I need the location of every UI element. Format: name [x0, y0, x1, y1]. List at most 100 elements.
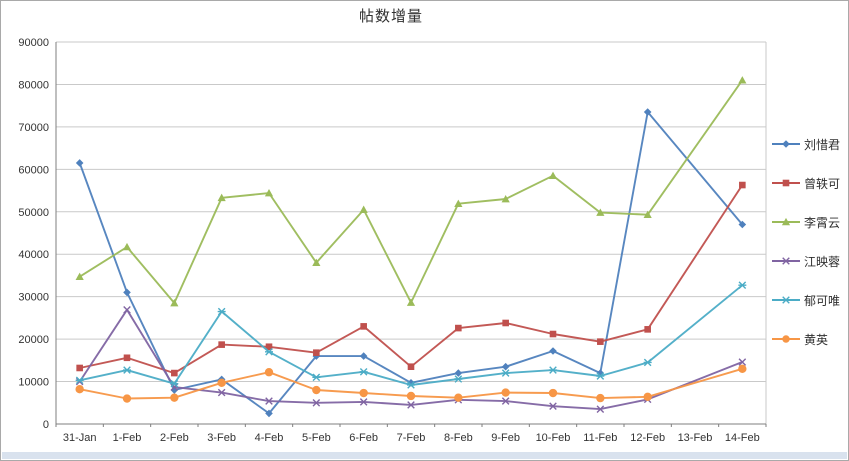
series-5-point: [501, 369, 510, 377]
x-axis-label: 11-Feb: [583, 432, 617, 444]
series-5-point: [312, 373, 321, 382]
series-3-point: [454, 199, 463, 208]
series-3-point: [359, 205, 368, 213]
y-axis-label: 50000: [18, 207, 49, 219]
series-5-point: [217, 307, 226, 316]
bottom-strip: [2, 452, 847, 459]
series-3-point: [312, 258, 321, 267]
series-line-6: [78, 367, 744, 400]
series-1-point: [738, 220, 747, 229]
series-2-point: [549, 330, 557, 338]
x-axis-label: 9-Feb: [491, 432, 520, 444]
legend-label: 郁可唯: [804, 293, 841, 308]
legend-item-6: 黄英: [771, 332, 847, 347]
legend-label: 黄英: [804, 332, 829, 347]
legend-label: 江映蓉: [804, 254, 841, 269]
series-line-2: [78, 184, 744, 375]
legend-label: 李霄云: [804, 215, 841, 230]
series-1-point: [75, 159, 84, 167]
series-1-point: [643, 108, 652, 116]
series-6-point: [548, 388, 558, 398]
series-6-point: [596, 393, 605, 403]
series-2-point: [265, 343, 273, 351]
series-6-point: [359, 388, 368, 398]
series-5-point: [738, 281, 747, 290]
series-3-point: [170, 298, 179, 307]
legend-marker-icon: [782, 296, 790, 304]
series-1-point: [501, 362, 510, 371]
legend-swatch-asterisk-icon: [772, 296, 800, 304]
series-4-point: [596, 405, 605, 413]
series-4-point: [407, 401, 415, 409]
y-axis-label: 30000: [18, 292, 49, 304]
series-3-point: [264, 189, 274, 197]
series-4-point: [549, 402, 557, 410]
series-6-point: [738, 364, 747, 374]
series-6-point: [217, 378, 226, 388]
x-axis-label: 5-Feb: [302, 432, 331, 444]
series-4-point: [170, 383, 179, 391]
series-4-point: [738, 358, 747, 366]
series-2-point: [171, 369, 178, 377]
x-axis-label: 4-Feb: [255, 432, 284, 444]
x-axis-label: 31-Jan: [63, 432, 97, 444]
y-axis-label: 40000: [18, 249, 49, 261]
y-axis-label: 80000: [18, 79, 49, 91]
legend-swatch-x-icon: [772, 257, 800, 265]
legend-marker-icon: [781, 217, 791, 226]
legend-item-3: 李霄云: [771, 215, 847, 230]
x-axis-label: 14-Feb: [725, 432, 760, 444]
series-2-point: [597, 338, 604, 345]
x-axis-label: 8-Feb: [444, 432, 473, 444]
series-5-point: [549, 366, 557, 374]
series-1-point: [265, 409, 273, 418]
series-6-point: [643, 392, 652, 402]
y-axis-label: 70000: [18, 122, 49, 134]
series-1-point: [123, 288, 131, 297]
series-line-4: [78, 308, 744, 411]
legend-marker-icon: [782, 257, 790, 265]
series-6-point: [170, 393, 179, 402]
y-axis-label: 90000: [18, 37, 49, 49]
series-3-point: [596, 208, 605, 216]
series-5-point: [123, 366, 131, 374]
series-line-5: [78, 284, 744, 386]
series-4-point: [123, 306, 131, 314]
series-2-point: [502, 319, 509, 327]
x-axis-label: 3-Feb: [207, 432, 236, 444]
legend-marker-icon: [782, 335, 790, 343]
series-4-point: [359, 398, 368, 406]
series-4-point: [501, 397, 510, 405]
series-2-point: [123, 354, 131, 362]
legend-marker-icon: [782, 140, 790, 148]
series-3-point: [501, 194, 510, 203]
series-1-point: [454, 369, 463, 377]
y-axis-label: 20000: [18, 334, 49, 346]
series-3-point: [406, 298, 416, 306]
series-5-point: [359, 367, 368, 376]
series-1-point: [549, 347, 557, 355]
series-5-point: [170, 379, 179, 388]
series-3-point: [738, 76, 747, 84]
series-6-point: [501, 388, 510, 397]
x-axis-label: 2-Feb: [160, 432, 189, 444]
x-axis-label: 12-Feb: [630, 432, 665, 444]
x-axis-label: 13-Feb: [678, 432, 713, 444]
legend: 刘惜君 曾轶可 李霄云 江映蓉 郁可唯 黄英: [771, 137, 847, 371]
y-axis-label: 0: [43, 419, 49, 431]
series-3-point: [217, 193, 226, 202]
series-3-point: [75, 272, 84, 281]
series-5-point: [596, 372, 605, 380]
series-6-point: [264, 368, 274, 377]
series-4-point: [265, 397, 273, 405]
x-axis-label: 1-Feb: [113, 432, 142, 444]
series-6-point: [454, 393, 463, 402]
series-2-point: [313, 349, 320, 356]
legend-marker-icon: [782, 179, 790, 187]
series-3-point: [122, 242, 132, 251]
x-axis-label: 10-Feb: [536, 432, 571, 444]
chart-title: 帖数增量: [358, 8, 423, 25]
series-5-point: [643, 358, 652, 367]
